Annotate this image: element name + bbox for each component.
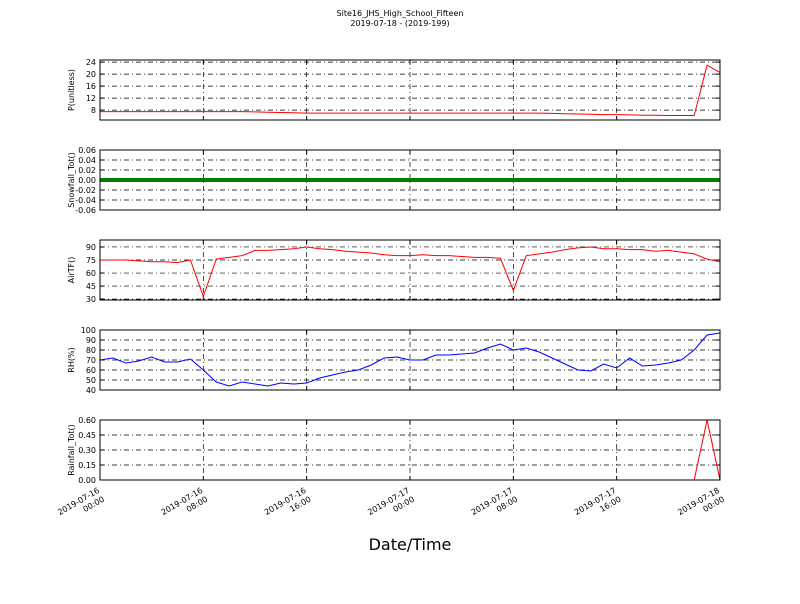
y-tick-label: 0.00 [78,176,96,185]
y-tick-label: 90 [86,243,96,252]
y-tick-label: 80 [86,346,96,355]
x-axis-label: Date/Time [369,535,452,554]
y-tick-label: 60 [86,269,96,278]
x-tick-label: 2019-07-1700:00 [366,486,416,526]
y-tick-label: -0.02 [75,186,96,195]
y-tick-label: 40 [86,386,96,395]
data-line [99,332,721,387]
y-tick-label: 70 [86,356,96,365]
plot-frame [99,239,721,301]
y-axis-label: RH(%) [67,347,76,372]
y-tick-label: 0.06 [78,146,96,155]
y-tick-label: -0.06 [75,206,96,215]
y-tick-label: 12 [86,94,96,103]
y-tick-label: 30 [86,295,96,304]
plot-frame [99,329,721,391]
y-tick-label: 0.00 [78,476,96,485]
y-tick-label: 60 [86,366,96,375]
title: Site16_JHS_High_School_Fifteen [337,9,464,18]
x-tick-label: 2019-07-1800:00 [676,486,726,526]
y-tick-label: 20 [86,70,96,79]
plot-frame [99,419,721,481]
data-line [100,64,721,116]
data-line [100,246,721,299]
y-tick-label: 0.02 [78,166,96,175]
x-tick-label: 2019-07-1600:00 [56,486,106,526]
x-tick-label: 2019-07-1708:00 [470,486,520,526]
y-axis-label: AirTF() [67,257,76,284]
x-tick-label: 2019-07-1616:00 [263,486,313,526]
y-axis-label: Snowfall_Tot() [67,152,76,208]
y-tick-label: 75 [86,256,96,265]
y-tick-label: 100 [81,326,96,335]
y-axis-label: Rainfall_Tot() [67,424,76,476]
y-tick-label: 0.30 [78,446,96,455]
y-tick-label: -0.04 [75,196,96,205]
subtitle: 2019-07-18 - (2019-199) [350,19,449,28]
y-tick-label: 0.04 [78,156,96,165]
x-tick-label: 2019-07-1716:00 [573,486,623,526]
y-tick-label: 50 [86,376,96,385]
x-tick-label: 2019-07-1608:00 [160,486,210,526]
y-axis-label: P(unitless) [67,69,76,111]
y-tick-label: 45 [86,282,96,291]
plot-frame [99,149,721,211]
y-tick-label: 8 [91,106,96,115]
y-tick-label: 0.60 [78,416,96,425]
y-tick-label: 90 [86,336,96,345]
plot-frame [99,59,721,121]
y-tick-label: 24 [86,58,96,67]
y-tick-label: 16 [86,82,96,91]
y-tick-label: 0.45 [78,431,96,440]
y-tick-label: 0.15 [78,461,96,470]
